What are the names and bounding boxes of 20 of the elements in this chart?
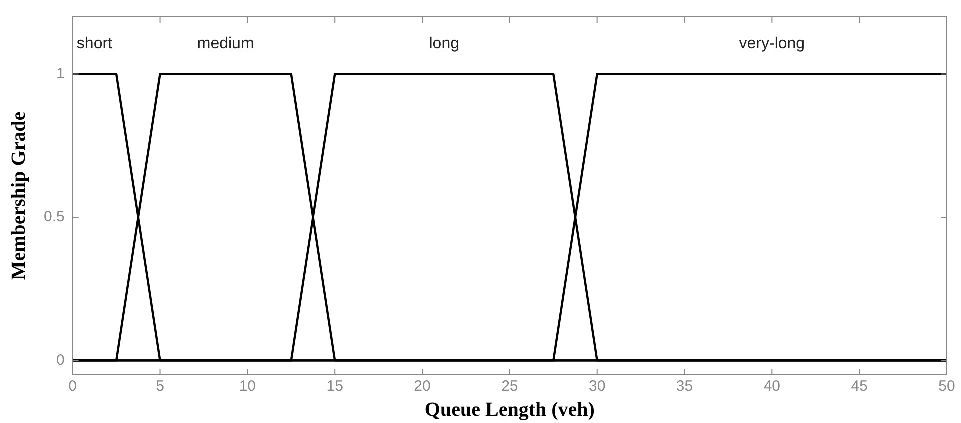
x-tick-label: 45 — [851, 378, 868, 396]
y-axis-title: Membership Grade — [8, 112, 30, 280]
x-tick-label: 10 — [239, 378, 256, 396]
series-label: long — [429, 36, 460, 53]
x-tick-label: 40 — [764, 378, 781, 396]
x-axis-title: Queue Length (veh) — [424, 399, 595, 422]
y-tick-label: 1 — [56, 65, 65, 82]
y-tick-label: 0 — [56, 352, 65, 369]
x-tick-label: 30 — [588, 378, 606, 396]
x-tick-label: 50 — [938, 378, 956, 396]
x-tick-label: 0 — [68, 378, 78, 396]
series-label: very-long — [739, 36, 806, 53]
x-tick-label: 5 — [156, 378, 164, 396]
series-label: short — [76, 36, 114, 53]
x-tick-label: 25 — [502, 378, 518, 396]
series-label: medium — [197, 36, 254, 53]
x-tick-label: 35 — [676, 378, 694, 396]
x-tick-label: 20 — [414, 378, 431, 396]
x-tick-label: 15 — [326, 378, 344, 396]
y-tick-label: 0.5 — [44, 208, 65, 226]
